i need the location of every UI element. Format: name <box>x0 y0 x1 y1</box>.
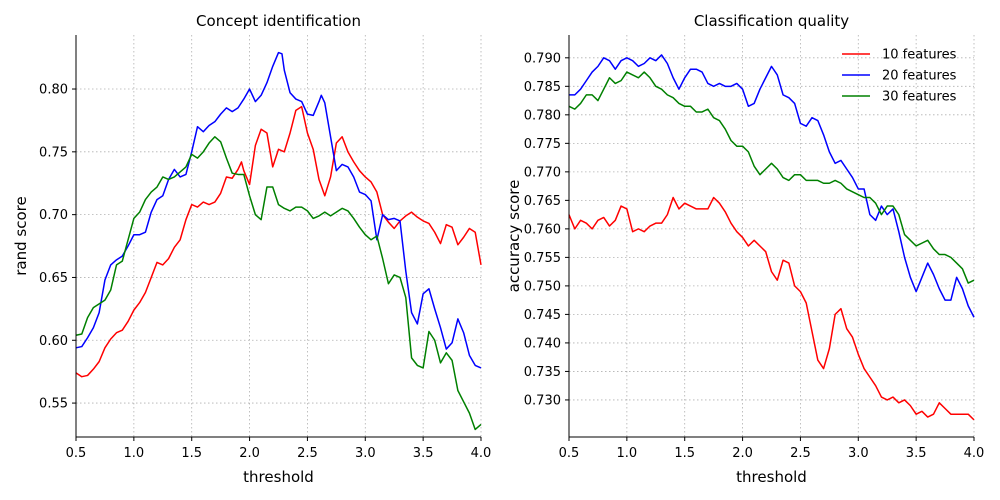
x-tick-label: 2.0 <box>239 446 260 461</box>
x-tick-label: 4.0 <box>471 446 492 461</box>
x-tick-label: 4.0 <box>964 446 985 461</box>
y-tick-label: 0.790 <box>524 51 561 66</box>
x-tick-label: 3.0 <box>355 446 376 461</box>
x-tick-label: 3.0 <box>848 446 869 461</box>
x-axis-label: threshold <box>243 468 314 486</box>
x-tick-label: 0.5 <box>559 446 580 461</box>
x-tick-label: 3.5 <box>906 446 927 461</box>
y-tick-label: 0.745 <box>524 308 561 323</box>
legend-label: 30 features <box>882 90 957 105</box>
y-tick-label: 0.750 <box>524 279 561 294</box>
chart-title: Classification quality <box>694 12 849 30</box>
legend-label: 20 features <box>882 69 957 84</box>
y-tick-label: 0.730 <box>524 393 561 408</box>
y-tick-label: 0.785 <box>524 80 561 95</box>
x-tick-label: 1.5 <box>181 446 202 461</box>
chart-title: Concept identification <box>196 12 361 30</box>
series-line-10-features <box>568 196 975 421</box>
y-tick-label: 0.740 <box>524 336 561 351</box>
series-line-30-features <box>75 136 482 431</box>
y-axis-label: rand score <box>12 196 30 275</box>
y-tick-label: 0.80 <box>39 83 68 98</box>
x-tick-label: 0.5 <box>66 446 87 461</box>
y-tick-label: 0.770 <box>524 165 561 180</box>
x-tick-label: 2.5 <box>297 446 318 461</box>
x-tick-label: 2.5 <box>790 446 811 461</box>
x-tick-label: 1.0 <box>617 446 638 461</box>
series-line-30-features <box>568 71 975 284</box>
y-tick-label: 0.780 <box>524 108 561 123</box>
y-tick-label: 0.55 <box>39 397 68 412</box>
series-line-20-features <box>569 54 975 318</box>
x-tick-label: 1.5 <box>674 446 695 461</box>
x-axis-label: threshold <box>736 468 807 486</box>
y-tick-label: 0.70 <box>39 208 68 223</box>
series-line-20-features <box>75 51 482 369</box>
x-tick-label: 2.0 <box>732 446 753 461</box>
series-line-10-features <box>75 105 482 378</box>
y-tick-label: 0.65 <box>39 271 68 286</box>
chart-concept-identification: 0.5 1.0 1.5 2.0 2.5 3.0 3.5 4.0 0.55 0.60 0.65 0.70… <box>12 12 491 486</box>
y-tick-label: 0.60 <box>39 334 68 349</box>
chart-classification-quality: 0.5 1.0 1.5 2.0 2.5 3.0 3.5 4.0 0.730 0.735 0.740 0… <box>505 12 984 486</box>
y-tick-label: 0.755 <box>524 251 561 266</box>
x-tick-label: 1.0 <box>124 446 145 461</box>
y-axis-label: accuracy score <box>505 180 523 293</box>
y-tick-label: 0.760 <box>524 222 561 237</box>
y-tick-label: 0.75 <box>39 145 68 160</box>
legend-label: 10 features <box>882 48 957 63</box>
y-tick-label: 0.735 <box>524 365 561 380</box>
y-tick-label: 0.775 <box>524 137 561 152</box>
y-tick-label: 0.765 <box>524 194 561 209</box>
x-tick-label: 3.5 <box>413 446 434 461</box>
legend: 10 features 20 features 30 features <box>842 48 957 105</box>
